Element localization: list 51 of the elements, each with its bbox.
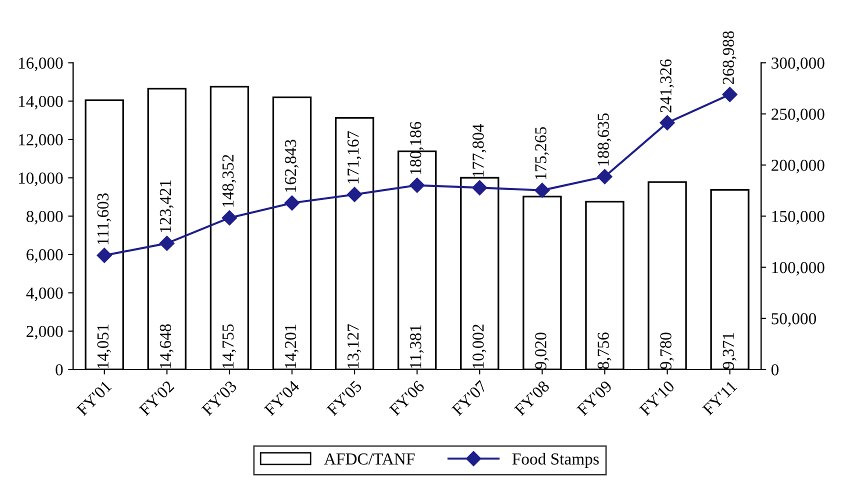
data-label: 177,804 — [472, 124, 486, 177]
data-label: 13,127 — [348, 324, 362, 368]
data-label: 14,201 — [284, 324, 299, 368]
data-label: 9,371 — [722, 332, 736, 369]
point — [472, 180, 488, 196]
point — [222, 210, 238, 226]
point — [96, 248, 112, 263]
data-label: 162,843 — [284, 140, 299, 192]
data-label: 14,755 — [222, 324, 236, 368]
point — [597, 169, 612, 184]
point — [159, 236, 174, 251]
data-label: 11,381 — [410, 325, 424, 368]
point — [284, 195, 300, 211]
point — [346, 186, 362, 202]
data-label: 14,051 — [97, 324, 111, 368]
y-tick-label: 6,000 — [26, 249, 63, 263]
y2-tick-label: 100,000 — [772, 262, 824, 276]
y-tick-label: 14,000 — [19, 96, 63, 110]
y-tick-label: 10,000 — [19, 172, 63, 186]
data-label: 111,603 — [97, 193, 111, 244]
y-tick-label: 16,000 — [19, 57, 63, 72]
y-tick-label: 8,000 — [26, 210, 63, 224]
data-label: 10,002 — [472, 324, 486, 368]
y-tick-label: 2,000 — [26, 326, 63, 340]
data-label: 14,648 — [160, 324, 174, 368]
y2-tick-label: 300,000 — [772, 57, 824, 72]
y2-tick-label: 200,000 — [772, 160, 824, 174]
y-tick-label: 4,000 — [26, 288, 63, 302]
y2-tick-label: 50,000 — [772, 313, 816, 327]
y2-tick-label: 150,000 — [772, 210, 824, 224]
y2-tick-label: 0 — [771, 364, 779, 376]
y-tick-label: 12,000 — [19, 134, 63, 148]
data-label: 123,421 — [160, 180, 174, 232]
data-label: 8,756 — [598, 332, 612, 369]
point — [534, 182, 550, 198]
y-tick-label: 0 — [56, 364, 63, 376]
point — [722, 86, 738, 102]
data-label: 175,265 — [535, 127, 549, 180]
y2-tick-label: 250,000 — [772, 108, 824, 122]
data-label: 9,780 — [660, 332, 674, 369]
legend-label: AFDC/TANF — [324, 453, 415, 465]
point — [660, 115, 675, 130]
data-label: 180,186 — [410, 122, 424, 174]
data-label: 9,020 — [535, 332, 549, 369]
data-label: 241,326 — [660, 59, 674, 112]
point — [410, 178, 425, 193]
data-label: 268,988 — [722, 31, 736, 84]
data-label: 148,352 — [222, 154, 236, 207]
data-label: 171,167 — [348, 131, 362, 184]
data-label: 188,635 — [598, 113, 612, 166]
legend-label: Food Stamps — [512, 452, 599, 468]
